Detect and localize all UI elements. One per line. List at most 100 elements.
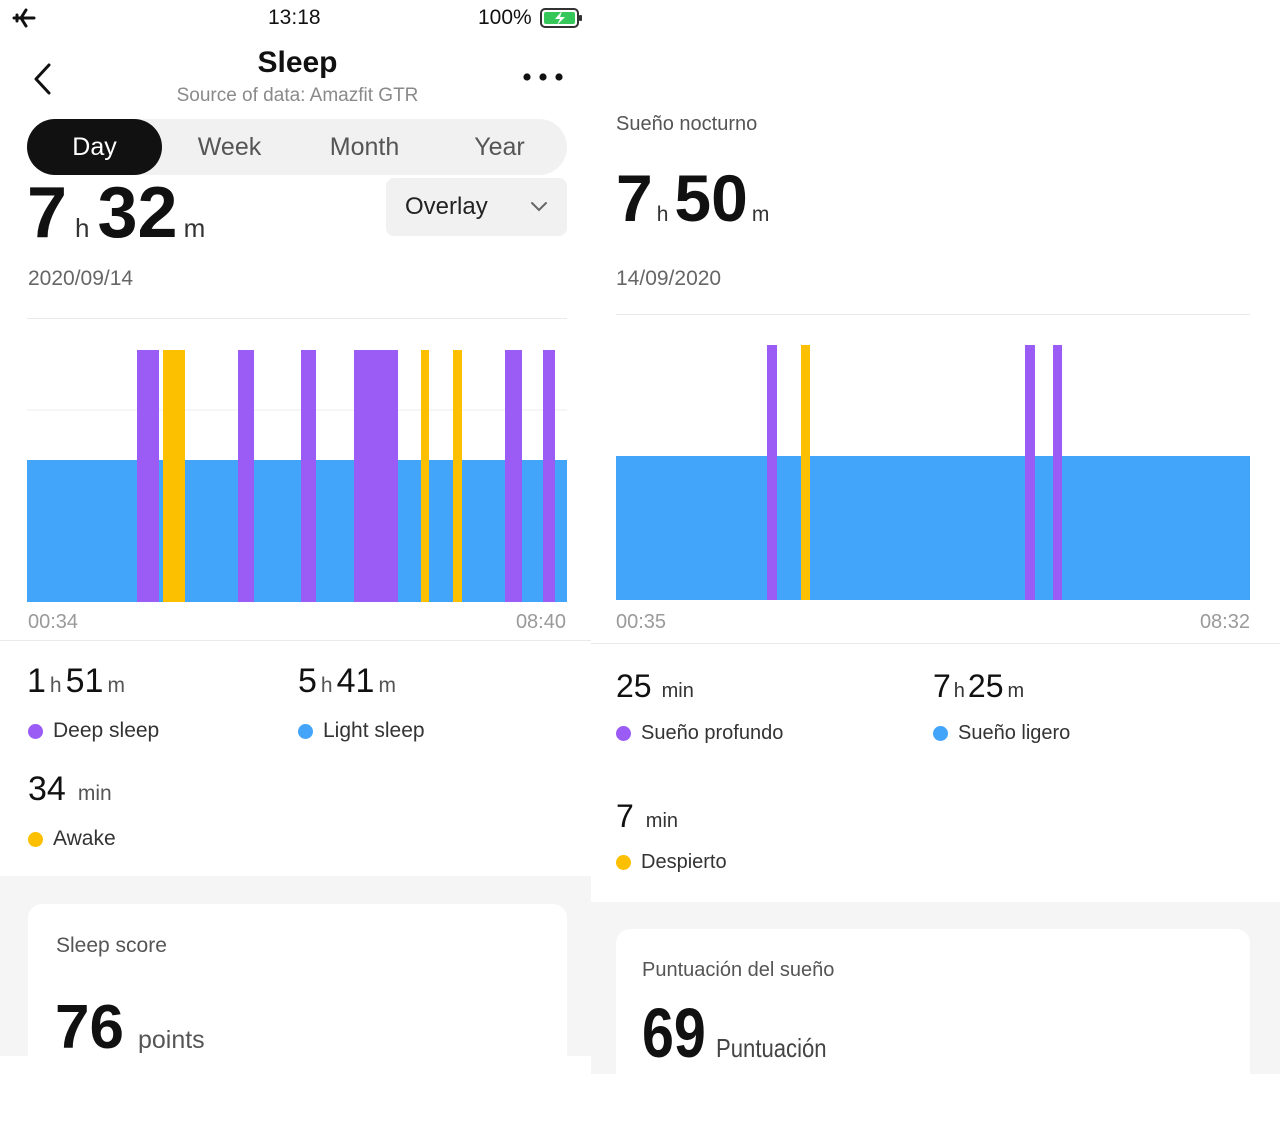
deep-sleep-legend: Sueño profundo: [616, 722, 783, 745]
score-unit: Puntuación: [715, 1033, 827, 1063]
deep-sleep-bar: [238, 350, 254, 602]
deep-sleep-legend: Deep sleep: [28, 719, 159, 743]
light-sleep-legend: Light sleep: [298, 719, 425, 743]
total-h-unit: h: [75, 213, 90, 243]
deep-sleep-bar: [767, 345, 777, 600]
deep-sleep-bar: [301, 350, 316, 602]
overlay-dropdown[interactable]: Overlay: [386, 178, 567, 236]
total-sleep: 7 h 32 m: [27, 172, 205, 254]
tab-week[interactable]: Week: [197, 133, 262, 161]
sleep-chart: [616, 345, 1250, 600]
sleep-score-card[interactable]: Sleep score 76 points: [28, 904, 567, 1056]
total-hours: 7: [616, 161, 653, 235]
chevron-down-icon: [531, 202, 547, 212]
deep-m-unit: m: [107, 674, 125, 697]
overlay-dropdown-label: Overlay: [405, 193, 488, 220]
chart-start-time: 00:34: [28, 611, 79, 633]
deep-hours: 1: [27, 662, 46, 700]
score-title: Puntuación del sueño: [642, 959, 835, 981]
tab-month[interactable]: Month: [329, 133, 400, 161]
awake-bar: [421, 350, 429, 602]
chart-top-line: [616, 314, 1250, 315]
awake-value: 34: [28, 770, 66, 808]
status-time: 13:18: [268, 6, 321, 29]
awake-unit: min: [645, 810, 679, 832]
tab-year[interactable]: Year: [474, 133, 525, 161]
light-minutes: 25: [967, 668, 1004, 704]
chart-start-time: 00:35: [616, 611, 667, 633]
awake-value: 7: [616, 798, 634, 834]
sleep-date: 14/09/2020: [616, 267, 722, 290]
total-minutes: 50: [674, 161, 748, 235]
section-title: Sueño nocturno: [616, 113, 758, 135]
awake-bar: [453, 350, 462, 602]
light-dot: [298, 723, 313, 739]
score-title: Sleep score: [56, 934, 167, 957]
light-h-unit: h: [953, 680, 965, 702]
total-m-unit: m: [183, 213, 206, 243]
deep-sleep-bar: [1025, 345, 1035, 600]
right-screen: Sueño nocturno 7 h50 m 14/09/2020 00:35 08…: [591, 0, 1280, 1074]
deep-sleep-bar: [354, 350, 398, 602]
awake-legend: Despierto: [616, 851, 727, 874]
score-value-row: 76 points: [55, 992, 205, 1056]
sleep-score-card[interactable]: Puntuación del sueño 69 Puntuación: [616, 929, 1250, 1074]
total-h-unit: h: [656, 203, 669, 226]
light-sleep-band: [27, 460, 567, 602]
awake-bar: [801, 345, 810, 600]
deep-h-unit: h: [49, 674, 62, 697]
total-m-unit: m: [751, 203, 770, 226]
deep-sleep-bar: [543, 350, 555, 602]
divider: [0, 640, 591, 641]
period-tabs: Day Week Month Year: [27, 119, 567, 175]
light-hours: 7: [933, 668, 951, 704]
page-title: Sleep: [257, 46, 338, 79]
deep-minutes: 51: [65, 662, 104, 700]
left-screen: 13:18 100% Sleep Source of data: Amazfit…: [0, 0, 591, 1056]
deep-sleep-bar: [1053, 345, 1062, 600]
light-m-unit: m: [1007, 680, 1025, 702]
chart-top-line: [27, 318, 567, 319]
light-sleep-label: Light sleep: [323, 719, 425, 742]
light-m-unit: m: [378, 674, 396, 697]
light-minutes: 41: [336, 662, 375, 700]
score-unit: points: [137, 1026, 205, 1054]
light-sleep-band: [616, 456, 1250, 600]
chart-end-time: 08:40: [515, 611, 566, 633]
tab-day[interactable]: Day: [27, 119, 162, 175]
deep-sleep-label: Sueño profundo: [641, 722, 784, 744]
deep-unit: min: [661, 680, 694, 702]
awake-dot: [616, 855, 631, 871]
sleep-chart: [27, 350, 567, 602]
deep-sleep-duration: 1 h 51 m: [27, 662, 125, 701]
deep-sleep-label: Deep sleep: [53, 719, 160, 742]
light-sleep-legend: Sueño ligero: [933, 722, 1070, 745]
awake-duration: 34 min: [28, 770, 112, 809]
divider: [591, 643, 1280, 644]
deep-sleep-bar: [137, 350, 159, 602]
battery-charging-icon: [540, 8, 582, 28]
awake-label: Awake: [53, 827, 116, 850]
data-source: Source of data: Amazfit GTR: [176, 85, 419, 106]
awake-legend: Awake: [28, 827, 116, 851]
light-sleep-label: Sueño ligero: [958, 722, 1071, 744]
light-sleep-duration: 7 h25 m: [933, 668, 1024, 705]
deep-dot: [28, 723, 43, 739]
chart-end-time: 08:32: [1199, 611, 1250, 633]
more-icon[interactable]: [522, 70, 564, 84]
back-icon[interactable]: [30, 62, 56, 96]
deep-value: 25: [616, 668, 652, 704]
awake-duration: 7 min: [616, 798, 678, 835]
light-hours: 5: [298, 662, 317, 700]
light-dot: [933, 726, 948, 742]
sleep-date: 2020/09/14: [28, 267, 134, 290]
awake-dot: [28, 831, 43, 847]
deep-dot: [616, 726, 631, 742]
total-hours: 7: [27, 173, 68, 253]
awake-label: Despierto: [641, 851, 727, 873]
battery-percent: 100%: [478, 6, 532, 29]
total-minutes: 32: [97, 173, 178, 253]
score-value: 69: [642, 994, 706, 1072]
score-value: 76: [55, 993, 124, 1056]
light-sleep-duration: 5 h 41 m: [298, 662, 396, 701]
